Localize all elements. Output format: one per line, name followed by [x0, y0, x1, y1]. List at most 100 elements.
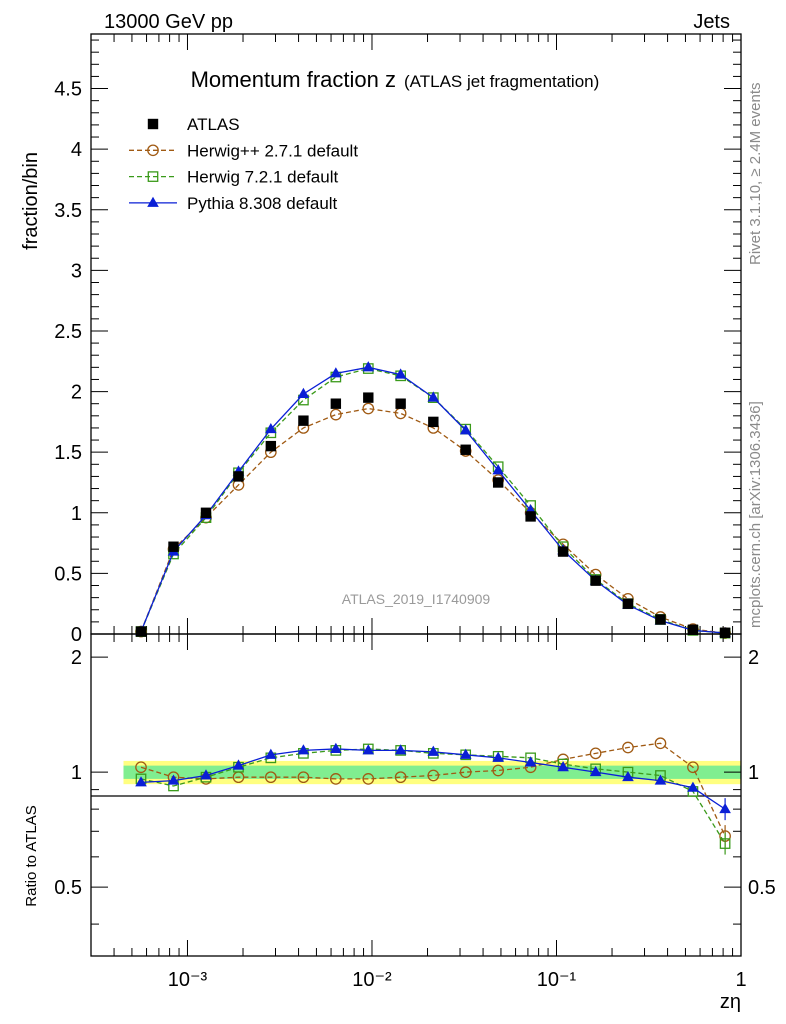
data-point [459, 424, 472, 435]
data-point [168, 541, 179, 552]
data-point [427, 391, 440, 402]
data-point [622, 598, 634, 609]
data-point [589, 765, 602, 777]
data-point [460, 444, 471, 455]
data-point [589, 747, 602, 760]
data-point [298, 415, 309, 426]
data-point [590, 575, 601, 586]
x-axis-label: zη [720, 991, 741, 1013]
data-point [622, 770, 634, 782]
data-point [427, 769, 440, 782]
legend-marker [147, 118, 159, 130]
data-point [233, 471, 244, 482]
y-tick-label: 4.5 [54, 79, 82, 101]
series-herwig-7-2-1-default [135, 743, 731, 855]
data-point [265, 422, 277, 434]
data-point [492, 751, 504, 762]
data-point [492, 764, 505, 777]
data-point [297, 744, 310, 755]
data-point [135, 761, 147, 774]
legend-label: Pythia 8.308 default [187, 194, 338, 213]
ratio-panel: 0.5 0.51 12 2 Ratio to ATLAS 10⁻³ 10⁻² 10⁻¹ 1 … [23, 633, 776, 1013]
main-y-tick-labels: 0 0.5 1 1.5 2 2.5 3 3.5 4 4.5 [54, 79, 82, 646]
ratio-band-inner [123, 765, 741, 779]
legend: ATLAS Herwig++ 2.7.1 default Herwig 7.2.1 … [129, 115, 358, 213]
y-tick-label: 3.5 [54, 200, 82, 222]
ratio-y-axis-label: Ratio to ATLAS [23, 805, 40, 906]
data-point [428, 416, 439, 428]
ratio-y-tick-label: 1 [71, 762, 82, 784]
x-tick-label: 10⁻¹ [537, 969, 577, 991]
y-tick-label: 3 [71, 260, 82, 282]
y-tick-label: 1.5 [54, 442, 82, 464]
legend-marker [147, 144, 159, 157]
energy-label: 13000 GeV pp [104, 11, 233, 33]
data-point [329, 773, 342, 785]
y-tick-label: 4 [71, 139, 82, 161]
ratio-series-layer [135, 737, 731, 855]
ratio-y-tick-label-right: 1 [748, 762, 759, 784]
data-point [167, 774, 180, 785]
mcplots-label: mcplots.cern.ch [arXiv:1306.3436] [747, 401, 764, 628]
ratio-frame [90, 633, 742, 957]
data-point [394, 744, 407, 755]
series-pythia-8-308-default [135, 742, 731, 821]
data-point [200, 507, 212, 518]
data-point [394, 368, 407, 379]
data-point [719, 802, 731, 814]
legend-label: Herwig 7.2.1 default [187, 168, 338, 187]
data-point [265, 748, 277, 759]
data-point [135, 626, 147, 637]
data-point [492, 464, 504, 475]
data-point [687, 624, 699, 635]
x-tick-labels: 10⁻³ 10⁻² 10⁻¹ 1 [168, 969, 747, 991]
ratio-y-tick-label: 0.5 [54, 877, 82, 899]
data-point [427, 745, 440, 756]
legend-label: Herwig++ 2.7.1 default [187, 141, 358, 160]
data-point [297, 771, 310, 784]
process-label: Jets [693, 11, 730, 33]
legend-item-herwig-7-2-1-default: Herwig 7.2.1 default [129, 168, 338, 187]
data-point [362, 402, 375, 415]
x-tick-label: 10⁻³ [168, 969, 208, 991]
data-point [492, 477, 504, 488]
data-point [329, 408, 342, 421]
rivet-version-label: Rivet 3.1.10, ≥ 2.4M events [747, 83, 764, 266]
data-point [654, 774, 667, 785]
data-point [330, 398, 342, 409]
y-tick-label: 1 [71, 503, 82, 525]
series-atlas [135, 392, 731, 638]
main-axis-ticks [90, 34, 742, 635]
y-tick-label: 0.5 [54, 563, 82, 585]
chart-subtitle: (ATLAS jet fragmentation) [404, 72, 599, 91]
data-point [363, 392, 374, 403]
series-line [140, 407, 726, 634]
data-point [330, 367, 342, 378]
chart-title: Momentum fraction z [191, 67, 396, 92]
data-point [687, 761, 699, 774]
data-point [330, 742, 342, 753]
legend-item-atlas: ATLAS [147, 115, 240, 134]
data-point [135, 776, 147, 787]
data-point [264, 771, 277, 784]
data-point [525, 511, 536, 522]
ratio-uncertainty-band [123, 760, 741, 785]
series-herwigpp-2-7-1-default [135, 737, 731, 848]
ratio-y-tick-label-right: 0.5 [748, 877, 776, 899]
data-point [297, 387, 310, 398]
legend-item-herwigpp-2-7-1-default: Herwig++ 2.7.1 default [129, 141, 358, 160]
ratio-y-tick-labels: 0.5 0.5 1 1 2 2 [54, 647, 776, 899]
y-tick-label: 2.5 [54, 321, 82, 343]
data-point [459, 766, 472, 778]
data-point [395, 398, 406, 409]
data-point [265, 440, 277, 452]
y-tick-label: 2 [71, 382, 82, 404]
data-point [557, 761, 569, 772]
x-tick-label: 10⁻² [352, 969, 392, 991]
data-point [232, 759, 245, 770]
data-point [524, 756, 537, 767]
data-point [362, 361, 375, 372]
data-point [655, 614, 666, 625]
data-point [200, 769, 212, 780]
